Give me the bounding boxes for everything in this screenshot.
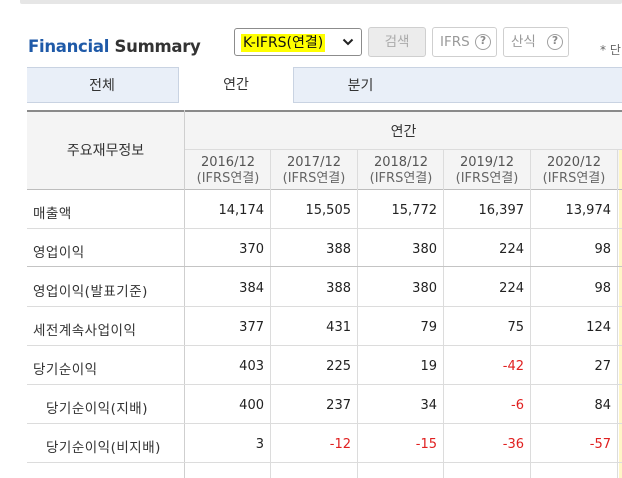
table-cell: 13,974 <box>565 203 612 218</box>
table-cell: 380 <box>412 281 437 296</box>
table-top-border <box>27 110 622 112</box>
row-divider <box>27 266 622 267</box>
row-divider <box>27 228 622 229</box>
help-icon: ? <box>475 34 491 50</box>
table-cell: 75 <box>507 320 524 335</box>
title-summary: Summary <box>114 37 201 56</box>
year-sublabel: (IFRS연결) <box>282 171 346 186</box>
ifrs-label: IFRS <box>440 34 470 50</box>
year-header[interactable]: 2019/12 (IFRS연결) <box>444 150 530 190</box>
table-cell: 15,505 <box>305 203 352 218</box>
table-cell: 79 <box>420 320 437 335</box>
table-cell: -42 <box>502 359 524 374</box>
table-cell: 377 <box>239 320 264 335</box>
report-type-select[interactable]: K-IFRS(연결) <box>234 28 362 56</box>
table-cell: -36 <box>502 437 524 452</box>
column-divider <box>357 150 358 478</box>
help-icon: ? <box>547 34 563 50</box>
table-cell: 370 <box>239 242 264 257</box>
year-label: 2018/12 <box>373 155 428 170</box>
row-label[interactable]: 당기순이익 <box>33 362 98 378</box>
report-type-value: K-IFRS(연결) <box>241 34 326 52</box>
formula-label: 산식 <box>511 34 536 50</box>
column-divider <box>270 150 271 478</box>
table-cell: 98 <box>594 242 611 257</box>
table-cell: 84 <box>594 398 611 413</box>
chevron-down-icon <box>342 38 354 46</box>
row-label[interactable]: 세전계속사업이익 <box>33 323 137 339</box>
year-label: 2016/12 <box>200 155 255 170</box>
table-header-background <box>27 110 622 190</box>
table-cell: 124 <box>586 320 611 335</box>
row-divider <box>27 345 622 346</box>
table-cell: 400 <box>239 398 264 413</box>
year-sublabel: (IFRS연결) <box>542 171 606 186</box>
row-label: 당기순이익(비지배) <box>46 440 161 456</box>
formula-button[interactable]: 산식 ? <box>503 27 569 57</box>
row-label[interactable]: 영업이익 <box>33 245 85 261</box>
year-header[interactable]: 2017/12 (IFRS연결) <box>271 150 357 190</box>
tab-annual[interactable]: 연간 <box>178 67 294 103</box>
column-highlight <box>619 150 622 478</box>
table-cell: 431 <box>326 320 351 335</box>
table-cell: 403 <box>239 359 264 374</box>
row-label[interactable]: 영업이익(발표기준) <box>33 284 148 300</box>
table-cell: 3 <box>255 437 264 452</box>
year-label: 2020/12 <box>546 155 601 170</box>
year-header[interactable]: 2016/12 (IFRS연결) <box>185 150 271 190</box>
year-header[interactable]: 2018/12 (IFRS연결) <box>358 150 444 190</box>
table-cell: -6 <box>511 398 524 413</box>
year-header[interactable]: 2020/12 (IFRS연결) <box>531 150 617 190</box>
row-divider <box>27 384 622 385</box>
table-cell: 380 <box>412 242 437 257</box>
search-button[interactable]: 검색 <box>368 27 426 57</box>
annual-group-header: 연간 <box>390 124 417 140</box>
year-label: 2019/12 <box>459 155 514 170</box>
year-sublabel: (IFRS연결) <box>196 171 260 186</box>
title-financial: Financial <box>28 37 110 56</box>
table-cell: 388 <box>326 281 351 296</box>
column-divider <box>617 150 618 478</box>
top-scroll-edge <box>20 0 622 4</box>
table-cell: 224 <box>499 281 524 296</box>
year-label: 2017/12 <box>286 155 341 170</box>
year-sublabel: (IFRS연결) <box>369 171 433 186</box>
header-divider <box>185 149 622 150</box>
row-divider <box>27 423 622 424</box>
row-header-title: 주요재무정보 <box>66 143 145 159</box>
unit-note: * 단 <box>600 43 621 57</box>
period-tabs: 전체 연간 분기 <box>27 67 622 103</box>
row-divider <box>27 306 622 307</box>
table-cell: 225 <box>326 359 351 374</box>
table-cell: -12 <box>329 437 351 452</box>
table-cell: 19 <box>420 359 437 374</box>
row-label[interactable]: 매출액 <box>33 206 72 222</box>
table-cell: -15 <box>415 437 437 452</box>
page-title: Financial Summary <box>28 37 201 56</box>
row-label: 당기순이익(지배) <box>46 401 148 417</box>
tab-quarter[interactable]: 분기 <box>347 78 374 94</box>
table-cell: 27 <box>594 359 611 374</box>
table-cell: 34 <box>420 398 437 413</box>
row-divider <box>27 462 622 463</box>
table-cell: 14,174 <box>218 203 265 218</box>
table-cell: 16,397 <box>478 203 525 218</box>
year-sublabel: (IFRS연결) <box>455 171 519 186</box>
table-cell: 388 <box>326 242 351 257</box>
table-cell: 15,772 <box>391 203 438 218</box>
table-cell: 237 <box>326 398 351 413</box>
table-cell: 384 <box>239 281 264 296</box>
table-cell: -57 <box>589 437 611 452</box>
ifrs-button[interactable]: IFRS ? <box>432 27 497 57</box>
label-column-divider <box>184 110 185 478</box>
header-bottom-border <box>27 189 622 190</box>
table-cell: 98 <box>594 281 611 296</box>
financial-table: 주요재무정보 연간 2016/12 (IFRS연결) 2017/12 (IFRS… <box>27 110 622 478</box>
tab-all[interactable]: 전체 <box>89 78 115 94</box>
column-divider <box>530 150 531 478</box>
table-cell: 224 <box>499 242 524 257</box>
column-divider <box>443 150 444 478</box>
